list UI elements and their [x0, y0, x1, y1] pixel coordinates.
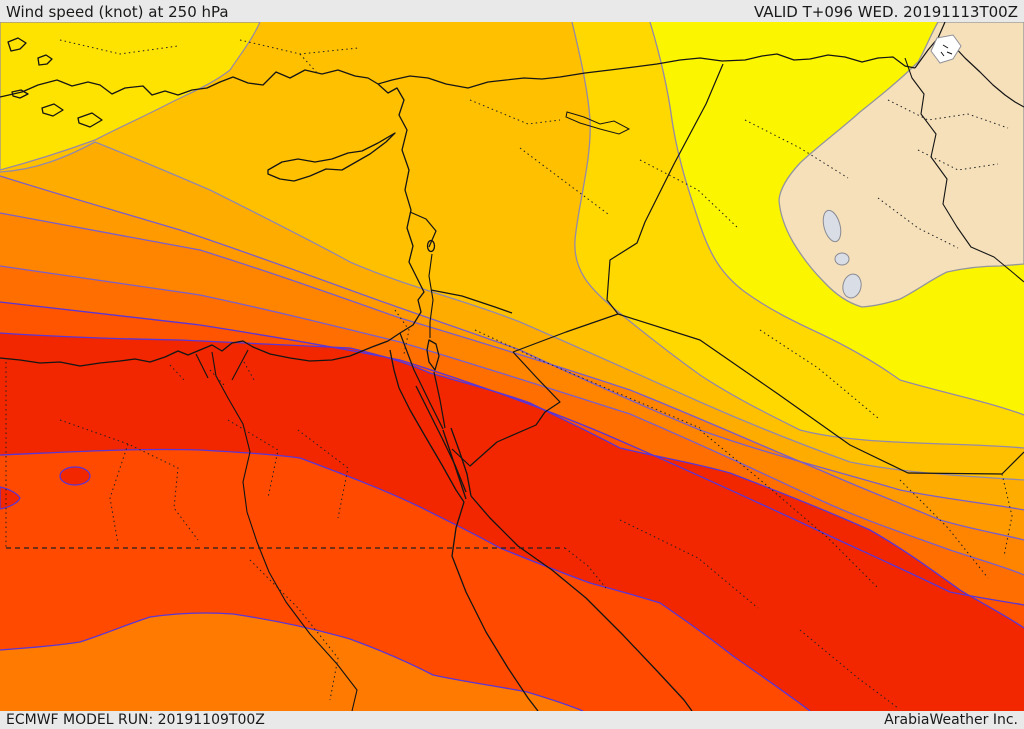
admin-line — [917, 149, 999, 171]
admin-line — [249, 559, 339, 701]
jordan-saudi-border — [451, 351, 561, 467]
contour-line — [0, 332, 1024, 629]
jordan-river — [428, 253, 434, 338]
dead-sea — [426, 339, 440, 371]
admin-boundaries-dotted — [5, 39, 1013, 709]
contour-line — [649, 22, 1024, 416]
admin-line — [744, 119, 849, 179]
admin-line — [799, 629, 899, 709]
lakes — [565, 34, 962, 299]
halaib-boundary — [564, 547, 607, 589]
footer-bar: ECMWF MODEL RUN: 20191109T00Z ArabiaWeat… — [0, 711, 1024, 729]
euphrates-river — [904, 57, 1024, 283]
gulf-of-suez — [398, 385, 467, 503]
admin-line — [59, 39, 179, 55]
admin-line — [109, 443, 129, 545]
model-run-label: ECMWF MODEL RUN: 20191109T00Z — [6, 712, 265, 728]
contour-line — [0, 301, 1024, 606]
gulf-of-aqaba — [442, 427, 472, 500]
admin-line — [619, 519, 759, 609]
jordan-iraq-border — [512, 313, 619, 353]
band-yellow-west-lobe — [0, 22, 261, 171]
gray-lake — [834, 252, 850, 266]
sea-of-galilee — [426, 239, 436, 253]
aegean-islands — [7, 37, 103, 128]
map-canvas — [0, 22, 1024, 711]
admin-line — [169, 361, 255, 386]
admin-line — [239, 39, 359, 75]
credit-label: ArabiaWeather Inc. — [884, 712, 1018, 728]
red-sea-east-coast — [470, 495, 693, 711]
red-sea-west-coast — [451, 501, 539, 711]
admin-line — [699, 429, 879, 589]
admin-line — [519, 147, 609, 215]
contour-line — [0, 265, 1024, 576]
gray-lake — [842, 273, 862, 299]
levant-egypt-coast — [0, 83, 425, 367]
contour-line — [0, 141, 1024, 481]
jordan-syria-border — [430, 289, 513, 314]
valid-time-label: VALID T+096 WED. 20191113T00Z — [753, 3, 1018, 21]
closed-contour-edge-blob — [0, 486, 21, 510]
contour-line — [0, 448, 811, 711]
kuwait-boundary — [1001, 473, 1013, 557]
admin-line — [394, 309, 410, 355]
israel-jordan-border — [433, 371, 446, 429]
salt-lake-hatching — [940, 44, 953, 57]
closed-contour-red-ellipse — [59, 466, 91, 486]
contour-line — [0, 175, 1024, 511]
nile-river — [195, 349, 358, 711]
band-orange-bottomleft — [0, 613, 583, 711]
wind-speed-map-svg — [0, 22, 1024, 711]
israel-egypt-border — [399, 332, 444, 430]
page-title: Wind speed (knot) at 250 hPa — [6, 3, 229, 21]
coastlines — [0, 37, 1024, 711]
admin-line — [227, 419, 279, 499]
admin-line — [59, 419, 199, 541]
header-bar: Wind speed (knot) at 250 hPa VALID T+096… — [0, 0, 1024, 22]
lake-assad — [565, 111, 631, 135]
lebanon-syria-border — [409, 211, 437, 248]
suez-canal — [389, 349, 400, 389]
cyprus-island — [267, 132, 396, 182]
contour-line — [0, 612, 584, 711]
wind-speed-contour-bands — [0, 22, 1024, 711]
gray-lake — [822, 209, 842, 243]
syria-iraq-border — [606, 63, 724, 315]
turkey-syria-border — [377, 53, 916, 89]
isotach-contour-lines — [0, 22, 1024, 711]
contour-line — [571, 22, 1024, 449]
contour-line — [0, 212, 1024, 541]
salt-lake — [930, 34, 962, 64]
